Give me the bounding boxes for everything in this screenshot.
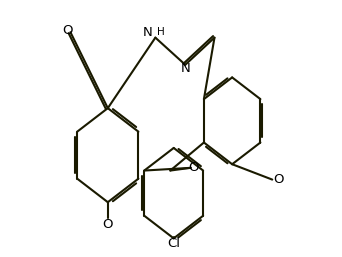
Text: O: O [103,218,113,231]
Text: H: H [157,27,164,37]
Text: Cl: Cl [167,236,180,250]
Text: O: O [273,173,283,186]
Text: O: O [188,161,199,174]
Text: O: O [62,24,72,37]
Text: N: N [180,62,190,75]
Text: N: N [143,26,153,39]
